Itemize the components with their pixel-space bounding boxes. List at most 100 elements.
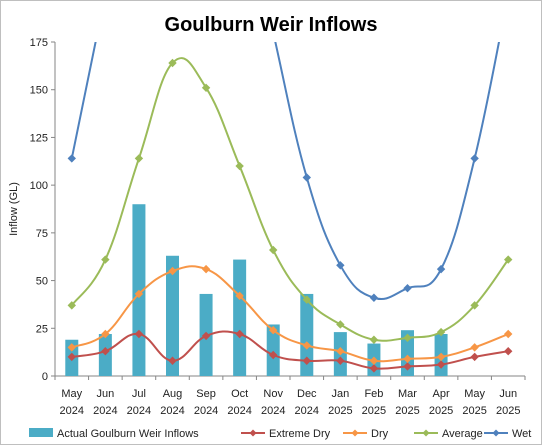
marker-average bbox=[302, 295, 311, 304]
marker-extreme-dry bbox=[403, 362, 412, 371]
marker-average bbox=[269, 245, 278, 255]
x-tick-label-month: Apr bbox=[433, 388, 450, 400]
marker-wet bbox=[336, 261, 345, 270]
x-tick-label-year: 2024 bbox=[194, 405, 218, 417]
marker-dry bbox=[436, 352, 446, 362]
marker-extreme-dry bbox=[302, 356, 311, 365]
x-tick-label-year: 2025 bbox=[462, 405, 486, 417]
x-tick-label-month: Jul bbox=[132, 388, 146, 400]
marker-average bbox=[436, 327, 446, 337]
marker-dry bbox=[504, 329, 513, 339]
x-tick-label-month: Jun bbox=[96, 388, 114, 400]
y-tick-label: 50 bbox=[36, 276, 48, 288]
y-tick-label: 100 bbox=[30, 180, 48, 192]
legend-label-actual-inflow: Actual Goulburn Weir Inflows bbox=[57, 428, 199, 440]
marker-extreme-dry bbox=[201, 331, 211, 341]
y-tick-label: 175 bbox=[30, 37, 48, 49]
marker-dry bbox=[134, 289, 144, 299]
x-tick-label-year: 2024 bbox=[227, 405, 251, 417]
marker-extreme-dry bbox=[134, 329, 144, 339]
marker-dry bbox=[101, 329, 110, 339]
x-tick-label-month: Aug bbox=[163, 388, 183, 400]
marker-wet bbox=[302, 173, 311, 182]
marker-dry bbox=[67, 343, 76, 352]
marker-wet bbox=[470, 154, 479, 163]
bar-actual-inflow bbox=[300, 293, 314, 376]
legend-marker-extreme-dry bbox=[249, 429, 257, 437]
legend-marker-dry bbox=[351, 429, 359, 437]
legend-label-wet: Wet bbox=[512, 428, 531, 440]
marker-extreme-dry bbox=[67, 352, 76, 362]
x-tick-label-month: Feb bbox=[364, 388, 383, 400]
bar-actual-inflow bbox=[266, 324, 280, 376]
marker-average bbox=[470, 301, 479, 310]
marker-extreme-dry bbox=[101, 346, 110, 356]
marker-extreme-dry bbox=[336, 356, 345, 365]
marker-dry bbox=[168, 266, 177, 276]
marker-wet bbox=[369, 293, 379, 302]
y-tick-label: 150 bbox=[30, 85, 48, 97]
y-axis-title: Inflow (GL) bbox=[8, 182, 20, 236]
legend-label-average: Average bbox=[442, 428, 483, 440]
marker-dry bbox=[369, 356, 379, 365]
marker-extreme-dry bbox=[504, 346, 513, 356]
y-tick-label: 75 bbox=[36, 228, 48, 240]
marker-wet bbox=[67, 154, 76, 163]
marker-extreme-dry bbox=[436, 360, 446, 369]
marker-average bbox=[134, 154, 144, 163]
y-tick-label: 125 bbox=[30, 132, 48, 144]
x-tick-label-month: Sep bbox=[196, 388, 216, 400]
x-tick-label-year: 2025 bbox=[362, 405, 386, 417]
x-tick-label-year: 2024 bbox=[261, 405, 285, 417]
marker-average bbox=[101, 255, 110, 264]
marker-average bbox=[168, 58, 177, 68]
bar-actual-inflow bbox=[233, 259, 247, 376]
marker-average bbox=[235, 161, 244, 171]
x-tick-label-month: Oct bbox=[231, 388, 248, 400]
bar-actual-inflow bbox=[401, 330, 414, 376]
marker-dry bbox=[201, 264, 211, 274]
x-tick-label-year: 2024 bbox=[160, 405, 184, 417]
marker-dry bbox=[470, 343, 479, 352]
chart-title: Goulburn Weir Inflows bbox=[164, 14, 378, 36]
x-tick-label-month: Jan bbox=[331, 388, 349, 400]
y-tick-label: 0 bbox=[42, 371, 48, 383]
marker-dry bbox=[302, 341, 311, 350]
marker-dry bbox=[403, 354, 412, 364]
x-tick-label-year: 2025 bbox=[395, 405, 419, 417]
x-tick-label-month: Mar bbox=[398, 388, 417, 400]
marker-average bbox=[67, 301, 76, 310]
legend-label-dry: Dry bbox=[371, 428, 389, 440]
x-tick-label-year: 2025 bbox=[328, 405, 352, 417]
x-tick-label-year: 2025 bbox=[429, 405, 453, 417]
marker-extreme-dry bbox=[235, 329, 244, 339]
x-tick-label-year: 2024 bbox=[60, 405, 84, 417]
marker-extreme-dry bbox=[470, 352, 479, 362]
marker-dry bbox=[336, 346, 345, 356]
marker-average bbox=[336, 320, 345, 329]
legend-label-extreme-dry: Extreme Dry bbox=[269, 428, 331, 440]
marker-wet bbox=[436, 264, 446, 274]
x-tick-label-year: 2025 bbox=[496, 405, 520, 417]
legend-marker-average bbox=[422, 429, 430, 437]
marker-wet bbox=[403, 283, 412, 293]
bar-actual-inflow bbox=[166, 255, 179, 376]
x-tick-label-year: 2024 bbox=[93, 405, 117, 417]
marker-dry bbox=[235, 291, 244, 301]
marker-average bbox=[403, 333, 412, 343]
marker-average bbox=[369, 335, 379, 344]
x-tick-label-month: May bbox=[464, 388, 485, 400]
marker-dry bbox=[269, 325, 278, 335]
marker-average bbox=[504, 255, 513, 264]
marker-extreme-dry bbox=[369, 364, 379, 373]
x-tick-label-year: 2024 bbox=[127, 405, 151, 417]
legend-marker-wet bbox=[492, 429, 500, 437]
marker-extreme-dry bbox=[168, 356, 177, 365]
x-tick-label-month: Dec bbox=[297, 388, 317, 400]
legend-swatch-actual-inflow bbox=[29, 428, 53, 437]
marker-average bbox=[201, 83, 211, 93]
marker-extreme-dry bbox=[269, 350, 278, 360]
x-tick-label-year: 2024 bbox=[295, 405, 319, 417]
x-tick-label-month: Jun bbox=[499, 388, 517, 400]
